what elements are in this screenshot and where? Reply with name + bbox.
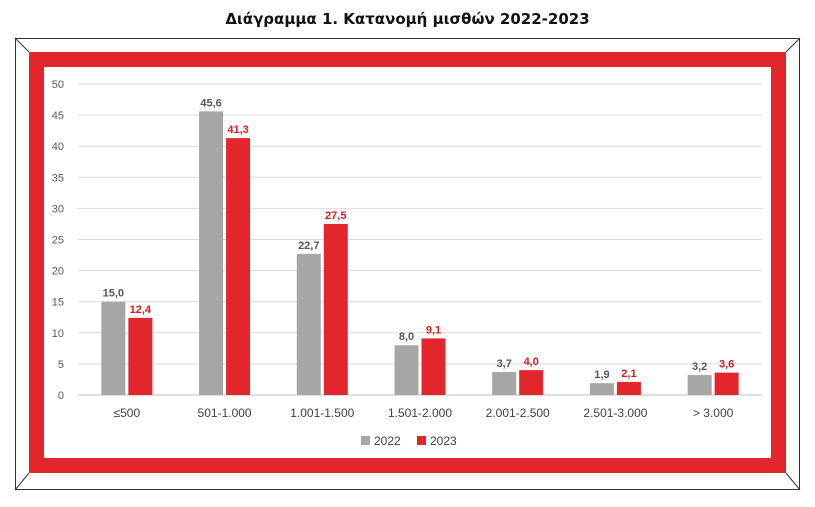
- bar-2023: [323, 223, 348, 395]
- x-tick-label: > 3.000: [693, 406, 734, 420]
- x-tick-label: 2.501-3.000: [583, 406, 647, 420]
- data-label: 9,1: [426, 324, 441, 336]
- legend-label: 2023: [430, 434, 457, 448]
- data-label: 27,5: [325, 210, 346, 222]
- y-tick-label: 20: [52, 266, 64, 278]
- bar-2023: [421, 338, 446, 395]
- data-label: 3,7: [497, 358, 512, 370]
- data-label: 8,0: [399, 331, 414, 343]
- bar-2022: [589, 383, 614, 395]
- y-tick-label: 30: [52, 203, 64, 215]
- y-tick-label: 35: [52, 172, 64, 184]
- x-tick-label: 501-1.000: [198, 406, 252, 420]
- bar-2022: [687, 375, 712, 395]
- data-label: 4,0: [524, 356, 539, 368]
- legend-swatch-2022: [361, 436, 370, 445]
- x-tick-label: 1.501-2.000: [388, 406, 452, 420]
- y-tick-label: 40: [52, 141, 64, 153]
- data-label: 3,2: [692, 361, 707, 373]
- y-tick-label: 25: [52, 235, 64, 247]
- y-tick-label: 10: [52, 328, 64, 340]
- bar-2023: [519, 370, 544, 395]
- x-tick-label: 2.001-2.500: [486, 406, 550, 420]
- x-tick-label: ≤500: [114, 406, 141, 420]
- bar-2023: [616, 381, 641, 395]
- data-label: 1,9: [594, 369, 609, 381]
- bar-2022: [296, 253, 321, 395]
- bar-2022: [492, 371, 517, 395]
- data-label: 2,1: [621, 368, 636, 380]
- data-label: 12,4: [130, 304, 152, 316]
- bar-2022: [199, 111, 224, 396]
- data-label: 22,7: [298, 240, 319, 252]
- y-tick-label: 15: [52, 297, 64, 309]
- chart-title: Διάγραμμα 1. Κατανομή μισθών 2022-2023: [225, 10, 590, 28]
- legend-label: 2022: [374, 434, 401, 448]
- x-tick-label: 1.001-1.500: [290, 406, 354, 420]
- y-tick-label: 0: [58, 390, 64, 402]
- bar-2023: [226, 138, 251, 395]
- y-tick-label: 45: [52, 110, 64, 122]
- y-tick-label: 5: [58, 359, 64, 371]
- data-label: 15,0: [103, 288, 124, 300]
- data-label: 41,3: [227, 124, 248, 136]
- bar-2022: [394, 345, 419, 395]
- legend-swatch-2023: [417, 436, 426, 445]
- bar-2023: [714, 372, 739, 395]
- data-label: 3,6: [719, 359, 734, 371]
- y-tick-label: 50: [52, 79, 64, 91]
- bar-2023: [128, 317, 153, 395]
- data-label: 45,6: [200, 97, 221, 109]
- bar-2022: [101, 301, 126, 395]
